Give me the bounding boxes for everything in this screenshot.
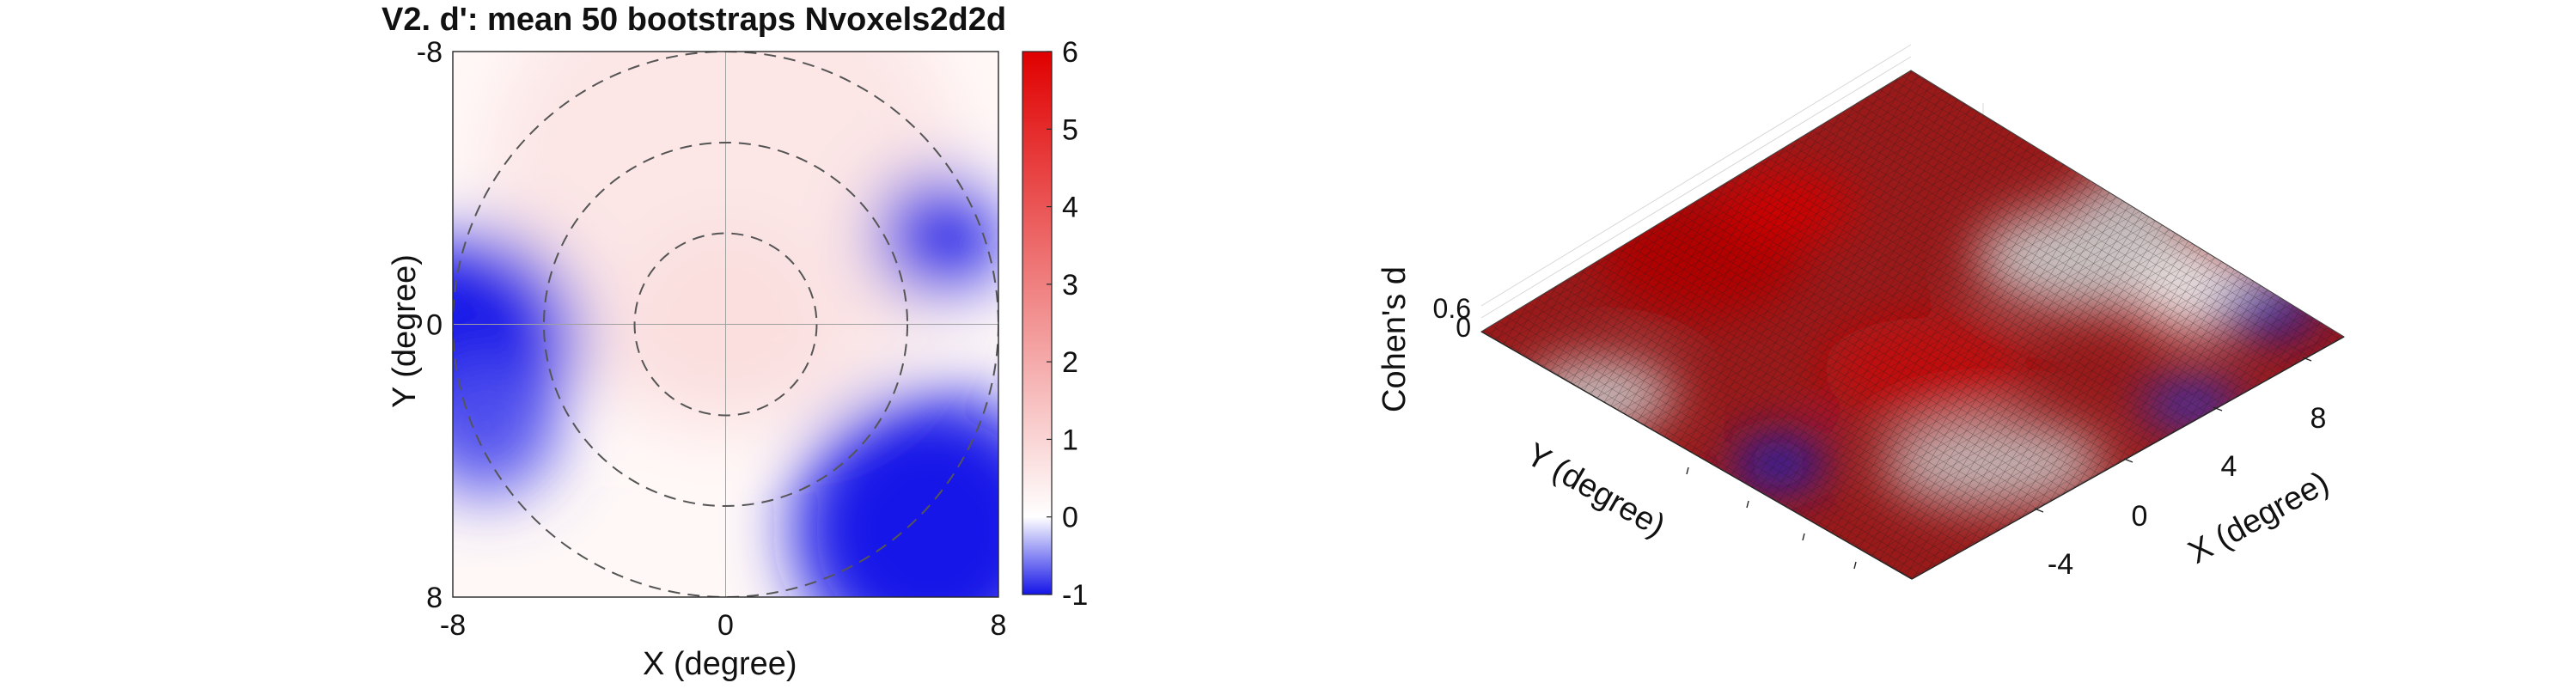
surface-z-axis-label: Cohen's d — [1377, 266, 1413, 412]
colorbar — [1022, 51, 1053, 595]
colorbar-tick-label: 1 — [1062, 424, 1078, 456]
heatmap-frame — [452, 51, 999, 598]
eccentricity-ring-1 — [542, 141, 909, 508]
colorbar-tick-label: 0 — [1062, 502, 1078, 534]
surface-axes — [1480, 331, 2345, 580]
surface-mesh — [1481, 70, 2344, 579]
x-tick-label: 0 — [717, 609, 734, 642]
y-tick-label: 0 — [426, 309, 443, 342]
heatmap-y-axis-label: Y (degree) — [387, 254, 423, 408]
colorbar-tick-label: -1 — [1062, 579, 1088, 612]
eccentricity-ring-0 — [633, 232, 818, 417]
y-tick-label: 8 — [426, 582, 443, 614]
surface-z-tick-label: 0.6 — [1433, 293, 1471, 324]
heat-region-3 — [793, 392, 998, 597]
colorbar-tick-label: 2 — [1062, 346, 1078, 379]
heat-region-4 — [453, 358, 556, 495]
y-tick-label: -8 — [417, 36, 443, 69]
colorbar-tick-label: 5 — [1062, 113, 1078, 146]
surface-x-tick-label: 4 — [2221, 450, 2237, 483]
surface-x-tick-label: -4 — [2048, 548, 2073, 581]
surface-x-tick-label: 0 — [2132, 500, 2148, 533]
colorbar-tick-label: 3 — [1062, 269, 1078, 302]
heatmap-x-axis-label: X (degree) — [643, 646, 797, 682]
heat-region-2 — [876, 174, 998, 297]
x-tick-label: 8 — [991, 609, 1007, 642]
surface-x-tick-label: 8 — [2310, 402, 2327, 435]
colorbar-tick-label: 4 — [1062, 192, 1078, 224]
heatmap-overlay — [453, 52, 998, 597]
x-tick-label: -8 — [440, 609, 466, 642]
heatmap-title: V2. d': mean 50 bootstraps Nvoxels2d2d — [382, 2, 1007, 38]
surface-z-tick-label: 0 — [1456, 312, 1471, 343]
colorbar-tick-label: 6 — [1062, 36, 1078, 69]
